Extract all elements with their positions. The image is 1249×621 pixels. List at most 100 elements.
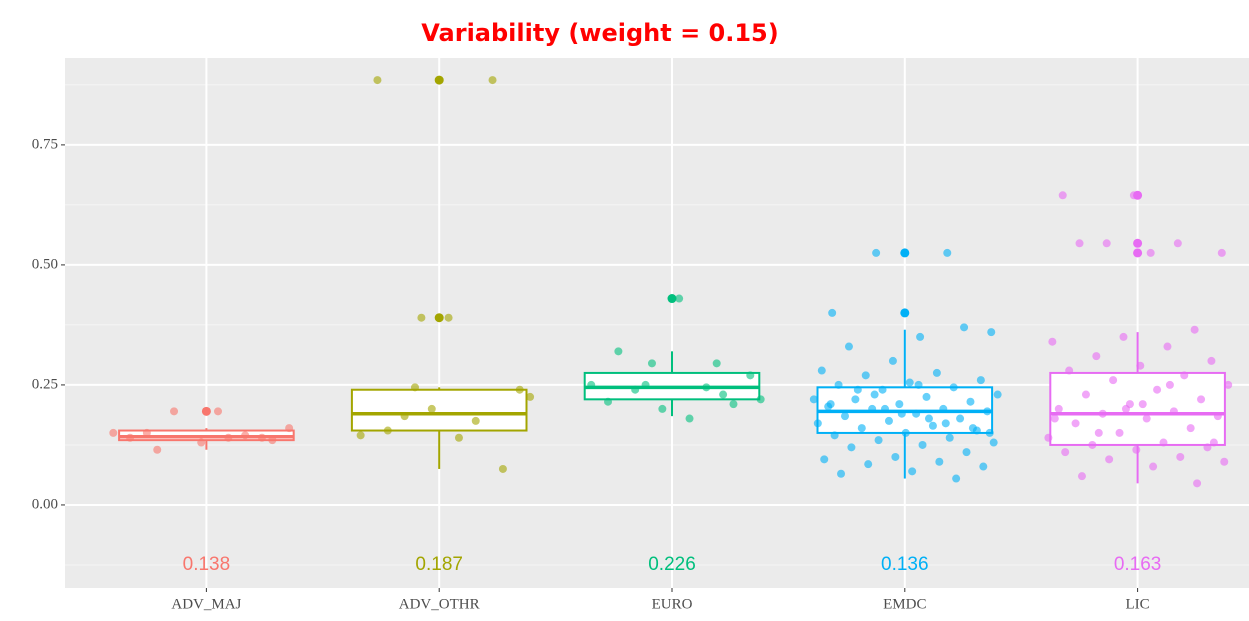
point: [912, 409, 921, 418]
point: [1044, 433, 1053, 442]
point: [891, 452, 900, 461]
point: [979, 462, 988, 471]
point: [756, 395, 765, 404]
point: [1075, 239, 1084, 248]
point: [1088, 440, 1097, 449]
point: [1136, 361, 1145, 370]
point: [224, 433, 233, 442]
point: [268, 436, 277, 445]
point: [1213, 412, 1222, 421]
point: [962, 448, 971, 457]
annotation: 0.187: [415, 554, 463, 575]
point: [1203, 443, 1212, 452]
point: [1121, 404, 1130, 413]
point: [1105, 455, 1114, 464]
annotation: 0.226: [648, 554, 696, 575]
point: [153, 445, 162, 454]
point: [870, 390, 879, 399]
point: [830, 431, 839, 440]
x-tick-label: EURO: [652, 596, 693, 612]
point: [1173, 239, 1182, 248]
point: [647, 359, 656, 368]
point: [1153, 385, 1162, 394]
x-tick-label: EMDC: [883, 596, 926, 612]
point: [1138, 400, 1147, 409]
annotation: 0.163: [1114, 554, 1162, 575]
point: [444, 313, 453, 322]
point: [884, 416, 893, 425]
point: [454, 433, 463, 442]
point: [410, 383, 419, 392]
point: [861, 371, 870, 380]
outlier: [667, 294, 677, 304]
point: [1102, 239, 1111, 248]
point: [945, 433, 954, 442]
point: [828, 308, 837, 317]
point: [746, 371, 755, 380]
x-tick-label: ADV_OTHR: [399, 596, 480, 612]
point: [1224, 380, 1233, 389]
box: [1049, 371, 1226, 446]
point: [941, 419, 950, 428]
point: [719, 390, 728, 399]
point: [847, 443, 856, 452]
y-tick-label: 0.25: [32, 376, 58, 392]
x-tick-label: ADV_MAJ: [171, 596, 241, 612]
point: [488, 76, 497, 85]
point: [1193, 479, 1202, 488]
point: [874, 436, 883, 445]
point: [943, 248, 952, 257]
y-tick-label: 0.75: [32, 136, 58, 152]
point: [170, 407, 179, 416]
point: [840, 412, 849, 421]
outlier: [1133, 248, 1143, 258]
point: [126, 433, 135, 442]
point: [400, 412, 409, 421]
point: [1109, 376, 1118, 385]
point: [895, 400, 904, 409]
point: [471, 416, 480, 425]
point: [1129, 191, 1138, 200]
point: [1061, 448, 1070, 457]
point: [1058, 191, 1067, 200]
point: [908, 467, 917, 476]
point: [373, 76, 382, 85]
point: [809, 395, 818, 404]
point: [878, 385, 887, 394]
point: [1098, 409, 1107, 418]
outlier: [900, 248, 910, 258]
point: [604, 397, 613, 406]
point: [1132, 445, 1141, 454]
point: [1197, 395, 1206, 404]
panel: [65, 58, 1249, 588]
y-tick-label: 0.00: [32, 496, 58, 512]
point: [1163, 342, 1172, 351]
point: [1220, 457, 1229, 466]
point: [983, 407, 992, 416]
point: [851, 395, 860, 404]
point: [729, 400, 738, 409]
point: [857, 424, 866, 433]
outlier: [434, 313, 444, 323]
point: [641, 380, 650, 389]
point: [1048, 337, 1057, 346]
point: [987, 328, 996, 337]
point: [1077, 472, 1086, 481]
point: [1092, 352, 1101, 361]
point: [880, 404, 889, 413]
point: [1115, 428, 1124, 437]
point: [1207, 356, 1216, 365]
point: [526, 392, 535, 401]
point: [928, 421, 937, 430]
outlier: [201, 406, 211, 416]
point: [924, 414, 933, 423]
point: [905, 378, 914, 387]
point: [1054, 404, 1063, 413]
point: [1186, 424, 1195, 433]
point: [1169, 407, 1178, 416]
x-tick-label: LIC: [1126, 596, 1150, 612]
point: [631, 385, 640, 394]
point: [956, 414, 965, 423]
point: [427, 404, 436, 413]
annotation: 0.138: [183, 554, 231, 575]
